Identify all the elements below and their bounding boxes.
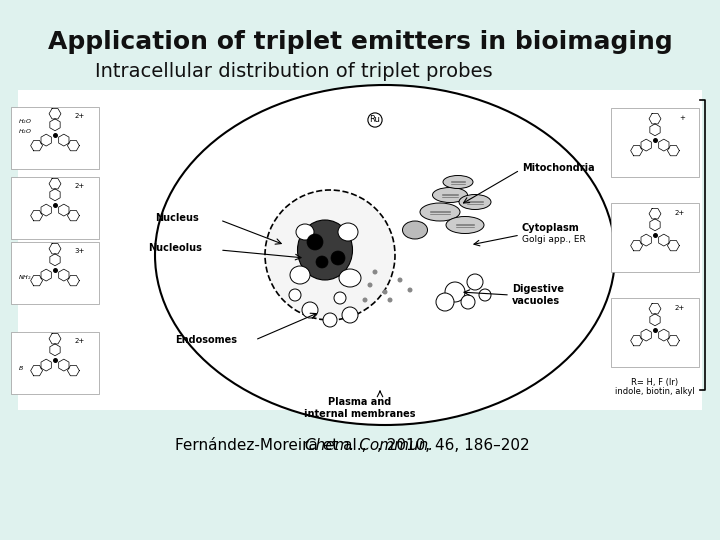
Text: Fernández-Moreira et al.,: Fernández-Moreira et al.,	[175, 437, 372, 453]
Ellipse shape	[420, 203, 460, 221]
Text: $H_2O$: $H_2O$	[18, 127, 32, 137]
Ellipse shape	[307, 234, 323, 250]
Ellipse shape	[290, 266, 310, 284]
Ellipse shape	[323, 313, 337, 327]
Text: 2+: 2+	[75, 113, 85, 119]
Ellipse shape	[382, 289, 387, 294]
Text: Plasma and
internal membranes: Plasma and internal membranes	[305, 397, 415, 418]
Text: Cytoplasm: Cytoplasm	[522, 223, 580, 233]
Text: 2+: 2+	[75, 338, 85, 344]
Ellipse shape	[265, 190, 395, 320]
Ellipse shape	[443, 176, 473, 188]
Text: indole, biotin, alkyl: indole, biotin, alkyl	[615, 387, 695, 396]
Ellipse shape	[155, 85, 615, 425]
Ellipse shape	[331, 251, 345, 265]
Ellipse shape	[342, 307, 358, 323]
Ellipse shape	[297, 220, 353, 280]
Text: $H_2O$: $H_2O$	[18, 118, 32, 126]
Ellipse shape	[334, 292, 346, 304]
Ellipse shape	[387, 298, 392, 302]
Ellipse shape	[296, 224, 314, 240]
Text: Mitochondria: Mitochondria	[522, 163, 595, 173]
Text: Digestive
vacuoles: Digestive vacuoles	[512, 284, 564, 306]
Ellipse shape	[289, 289, 301, 301]
Text: Golgi app., ER: Golgi app., ER	[522, 235, 586, 245]
FancyBboxPatch shape	[611, 298, 699, 367]
Text: Intracellular distribution of triplet probes: Intracellular distribution of triplet pr…	[95, 62, 492, 81]
Ellipse shape	[408, 287, 413, 293]
Ellipse shape	[372, 269, 377, 274]
Ellipse shape	[436, 293, 454, 311]
Ellipse shape	[461, 295, 475, 309]
Ellipse shape	[479, 289, 491, 301]
Text: +: +	[679, 115, 685, 121]
Text: Ru: Ru	[369, 116, 380, 125]
FancyBboxPatch shape	[18, 90, 702, 410]
Text: , 2010, 46, 186–202: , 2010, 46, 186–202	[377, 437, 530, 453]
Text: Endosomes: Endosomes	[175, 335, 237, 345]
FancyBboxPatch shape	[11, 332, 99, 394]
Ellipse shape	[445, 282, 465, 302]
FancyBboxPatch shape	[11, 107, 99, 169]
Ellipse shape	[339, 269, 361, 287]
Text: $NH_2$: $NH_2$	[18, 274, 32, 282]
FancyBboxPatch shape	[11, 242, 99, 304]
FancyBboxPatch shape	[611, 108, 699, 177]
Ellipse shape	[459, 194, 491, 210]
Ellipse shape	[338, 223, 358, 241]
Text: 3+: 3+	[75, 248, 85, 254]
FancyBboxPatch shape	[11, 177, 99, 239]
Text: R= H, F (Ir): R= H, F (Ir)	[631, 378, 678, 387]
Ellipse shape	[302, 302, 318, 318]
Text: 2+: 2+	[675, 305, 685, 311]
Ellipse shape	[397, 278, 402, 282]
Ellipse shape	[433, 187, 467, 202]
Text: 2+: 2+	[75, 183, 85, 189]
Text: 2+: 2+	[675, 210, 685, 216]
Text: Nucleus: Nucleus	[155, 213, 199, 223]
FancyBboxPatch shape	[611, 203, 699, 272]
Ellipse shape	[362, 298, 367, 302]
Ellipse shape	[367, 282, 372, 287]
Ellipse shape	[316, 256, 328, 268]
Text: $B$: $B$	[18, 364, 24, 372]
Ellipse shape	[467, 274, 483, 290]
Text: Application of triplet emitters in bioimaging: Application of triplet emitters in bioim…	[48, 30, 672, 54]
Ellipse shape	[446, 217, 484, 233]
Ellipse shape	[402, 221, 428, 239]
Text: Chem. Commun.: Chem. Commun.	[305, 437, 433, 453]
Text: Nucleolus: Nucleolus	[148, 243, 202, 253]
